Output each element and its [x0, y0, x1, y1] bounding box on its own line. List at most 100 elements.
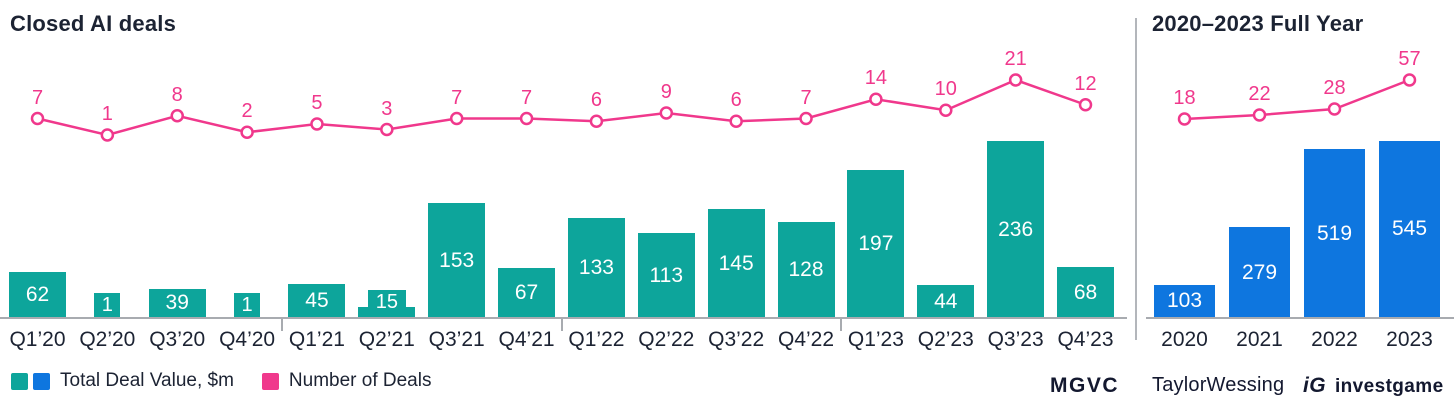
- x-label-q4-23: Q4’23: [1057, 328, 1114, 351]
- deal-count-marker-q2-21: [380, 122, 394, 137]
- bar-value-label-q4-23: 68: [1073, 280, 1098, 304]
- logo-mgvc: MGVC: [1050, 374, 1119, 397]
- legend: Total Deal Value, $m Number of Deals: [11, 370, 431, 392]
- deal-count-label-q1-20: 7: [31, 86, 44, 109]
- logo-investgame-text: investgame: [1334, 376, 1444, 397]
- deal-count-label-q3-20: 8: [171, 83, 183, 106]
- deal-count-label-2021: 22: [1248, 83, 1271, 105]
- deal-count-marker-q4-21: [519, 111, 534, 126]
- deal-count-label-q3-22: 6: [730, 89, 742, 112]
- deal-count-marker-q4-20: [240, 125, 254, 139]
- x-axis-left: [0, 317, 1127, 319]
- bar-2020: [1154, 284, 1215, 318]
- x-axis-right: [1146, 317, 1454, 319]
- x-label-2021: 2021: [1236, 328, 1283, 351]
- logo-taylorwessing: TaylorWessing: [1152, 374, 1285, 396]
- bar-q3-20: [148, 288, 206, 318]
- x-label-q4-21: Q4’21: [498, 328, 555, 351]
- year-tick-2: [839, 318, 842, 331]
- legend-swatch-pink: [261, 372, 279, 390]
- deal-count-marker-q4-22: [799, 111, 813, 126]
- deal-count-marker-q1-21: [310, 117, 324, 131]
- bar-q3-23: [987, 141, 1045, 318]
- x-label-q3-22: Q3’22: [708, 328, 765, 351]
- x-label-q3-21: Q3’21: [428, 328, 485, 351]
- bar-value-label-q3-23: 236: [998, 217, 1034, 241]
- deal-count-marker-q1-22: [589, 114, 604, 128]
- deal-count-label-q1-22: 6: [590, 89, 602, 112]
- bar-value-label-q1-21: 45: [305, 289, 329, 313]
- bar-q3-21: [428, 203, 486, 318]
- bar-value-label-q3-22: 145: [718, 251, 754, 275]
- bar-q4-23: [1057, 267, 1114, 318]
- bar-q2-23: [917, 285, 975, 318]
- deal-count-label-q1-23: 14: [864, 67, 888, 90]
- deal-count-label-2023: 57: [1398, 48, 1421, 70]
- deal-count-marker-q3-21: [449, 111, 464, 126]
- x-label-q2-21: Q2’21: [358, 328, 415, 351]
- bar-2021: [1229, 227, 1290, 318]
- bar-value-label-2023: 545: [1391, 217, 1428, 241]
- bar-2022: [1304, 149, 1365, 318]
- bar-q2-22: [637, 233, 695, 318]
- bar-value-label-q1-20: 62: [25, 282, 50, 306]
- x-label-q2-22: Q2’22: [638, 328, 695, 351]
- deal-count-marker-2021: [1252, 108, 1267, 122]
- bar-q1-22: [567, 218, 625, 318]
- legend-swatch-teal: [11, 372, 28, 390]
- deal-count-marker-2020: [1177, 112, 1192, 126]
- deal-count-marker-q2-22: [659, 106, 674, 120]
- bar-q1-20: [9, 271, 66, 318]
- legend-label-total-deal-value: Total Deal Value, $m: [60, 370, 234, 391]
- bar-2023: [1379, 140, 1440, 318]
- deal-count-marker-2022: [1327, 102, 1342, 116]
- x-label-q3-20: Q3’20: [149, 328, 206, 351]
- bar-value-label-2022: 519: [1316, 221, 1353, 245]
- bar-value-chip-q2-21: 15: [367, 289, 406, 315]
- section-divider: [1135, 18, 1137, 340]
- investgame-icon: iG: [1303, 374, 1326, 397]
- left-chart-title: Closed AI deals: [10, 11, 177, 36]
- deal-count-label-q4-23: 12: [1074, 72, 1097, 95]
- bar-q1-23: [847, 170, 905, 318]
- bar-q1-21: [288, 284, 346, 318]
- deal-count-marker-2023: [1402, 73, 1417, 87]
- bar-q4-22: [777, 222, 835, 318]
- deal-count-marker-q3-20: [170, 109, 184, 123]
- deal-count-marker-q3-23: [1008, 73, 1023, 87]
- x-label-q2-20: Q2’20: [79, 328, 136, 351]
- year-tick-1: [560, 318, 563, 331]
- bar-value-label-q2-22: 113: [649, 263, 684, 287]
- deal-count-line-1: [1184, 78, 1410, 121]
- deal-count-marker-q2-23: [939, 103, 953, 117]
- bar-value-label-q3-20: 39: [165, 291, 189, 315]
- deal-count-marker-q4-23: [1078, 98, 1093, 112]
- x-label-q1-22: Q1’22: [568, 328, 625, 351]
- x-label-q2-23: Q2’23: [917, 328, 974, 351]
- x-label-q1-20: Q1’20: [9, 328, 66, 351]
- x-label-q4-22: Q4’22: [778, 328, 835, 351]
- deal-count-label-q3-23: 21: [1004, 48, 1027, 70]
- x-label-q1-23: Q1’23: [847, 328, 904, 351]
- deal-count-label-q2-21: 3: [381, 97, 393, 120]
- deal-count-label-2022: 28: [1323, 77, 1346, 99]
- bar-value-label-q4-22: 128: [788, 258, 824, 281]
- deal-count-marker-q2-20: [100, 128, 115, 142]
- legend-label-number-of-deals: Number of Deals: [288, 370, 432, 391]
- deal-count-label-q3-21: 7: [451, 86, 463, 109]
- deal-count-label-q4-22: 7: [800, 86, 812, 109]
- x-label-2020: 2020: [1161, 328, 1208, 351]
- bar-value-label-q4-21: 67: [514, 280, 539, 304]
- x-label-2023: 2023: [1386, 328, 1433, 351]
- bar-value-chip-q2-20: 1: [94, 293, 121, 318]
- bar-value-label-q1-23: 197: [858, 232, 894, 256]
- legend-swatch-blue: [33, 372, 50, 390]
- right-chart-title: 2020–2023 Full Year: [1152, 11, 1364, 36]
- deal-count-label-q2-22: 9: [660, 81, 672, 103]
- x-label-q1-21: Q1’21: [288, 328, 345, 351]
- deal-count-marker-q3-22: [729, 114, 743, 128]
- bar-value-chip-q4-20: 1: [234, 293, 261, 318]
- logo-investgame: iG investgame: [1303, 374, 1444, 398]
- bar-value-label-2021: 279: [1241, 260, 1278, 284]
